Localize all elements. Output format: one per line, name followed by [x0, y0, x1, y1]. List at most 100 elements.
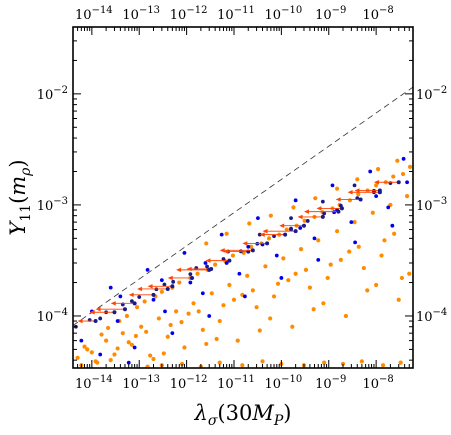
data-point [356, 192, 361, 197]
data-point [93, 359, 98, 364]
data-point [139, 324, 144, 329]
arrow-head [137, 286, 143, 292]
x-tick-label-top: 10−14 [75, 5, 113, 23]
arrow-head [335, 197, 341, 202]
data-point [224, 261, 229, 265]
data-point [170, 331, 175, 336]
y-tick-label-left: 10−2 [37, 85, 68, 103]
x-tick-label-bottom: 10−10 [265, 374, 303, 392]
data-point [316, 257, 321, 262]
data-point [290, 324, 295, 329]
y-tick-label-left: 10−3 [37, 196, 68, 214]
data-point [293, 198, 298, 203]
data-point [195, 271, 200, 276]
data-point [407, 271, 412, 276]
data-point [204, 341, 209, 347]
y-tick-label-right: 10−4 [416, 307, 447, 325]
data-point [307, 285, 312, 290]
data-point [132, 345, 137, 350]
data-point [322, 211, 327, 216]
data-point [328, 262, 333, 267]
data-point [274, 253, 279, 258]
data-point [289, 216, 293, 221]
data-point [401, 156, 406, 161]
arrow-head [186, 266, 192, 272]
data-point [89, 350, 94, 355]
arrow-origin-point [265, 241, 270, 246]
data-point [174, 309, 179, 314]
data-point [256, 216, 260, 221]
arrow-head [95, 307, 101, 312]
arrow-origin-point [93, 319, 98, 324]
data-point [243, 294, 247, 299]
data-point [347, 249, 352, 254]
data-point [302, 218, 307, 223]
arrow-origin-point [301, 223, 306, 228]
arrow-origin-point [190, 275, 195, 280]
data-point [171, 279, 176, 284]
data-point [219, 232, 224, 237]
x-tick-label-top: 10−9 [315, 5, 346, 23]
data-point [395, 158, 400, 163]
data-point [137, 295, 142, 299]
data-point [334, 229, 340, 234]
arrow-head [297, 214, 303, 220]
data-point [279, 276, 284, 280]
arrow-origin-point [227, 258, 232, 263]
data-point [124, 313, 130, 319]
data-point [224, 231, 229, 236]
data-point [245, 273, 250, 278]
data-point [118, 294, 123, 299]
plot-area [73, 86, 413, 368]
data-point [214, 336, 219, 342]
arrow-origin-point [283, 232, 288, 237]
arrow-head [89, 310, 95, 315]
data-point [163, 309, 167, 314]
data-point [396, 297, 401, 302]
data-point [275, 281, 281, 286]
data-point [398, 360, 403, 365]
data-point [247, 221, 252, 226]
data-point [126, 360, 131, 365]
data-point [159, 289, 164, 294]
data-point [286, 278, 291, 283]
data-point [156, 316, 161, 321]
data-point [312, 236, 317, 241]
data-point [209, 291, 214, 296]
x-tick-label-bottom: 10−12 [170, 374, 208, 392]
arrow-head [262, 228, 268, 234]
arrow-head [347, 190, 353, 195]
x-tick-label-bottom: 10−9 [315, 374, 346, 392]
data-point [230, 253, 236, 258]
arrow-head [303, 209, 309, 214]
data-point [204, 241, 209, 246]
data-point [250, 288, 255, 293]
data-point [249, 244, 254, 249]
data-point [182, 345, 187, 350]
arrow-head [354, 188, 360, 193]
arrow-head [205, 258, 211, 263]
arrow-head [242, 241, 248, 246]
data-point [281, 256, 286, 261]
x-tick-label-bottom: 10−8 [362, 374, 393, 392]
data-point [374, 282, 379, 288]
x-tick-label-top: 10−12 [170, 5, 208, 23]
data-point [246, 244, 251, 249]
data-point [182, 250, 187, 255]
arrow-origin-point [132, 301, 137, 306]
data-point [145, 364, 150, 368]
arrow-origin-point [207, 267, 212, 272]
data-point [374, 194, 379, 199]
data-point [268, 213, 273, 218]
arrow-origin-point [377, 190, 382, 195]
arrow-origin-point [320, 214, 325, 219]
x-tick-label-top: 10−13 [122, 5, 160, 23]
data-point [120, 331, 125, 336]
data-point [188, 280, 193, 285]
arrow-head [279, 223, 285, 228]
data-point [343, 313, 348, 319]
data-point [200, 291, 205, 296]
data-point [179, 361, 185, 367]
data-point [165, 334, 170, 339]
